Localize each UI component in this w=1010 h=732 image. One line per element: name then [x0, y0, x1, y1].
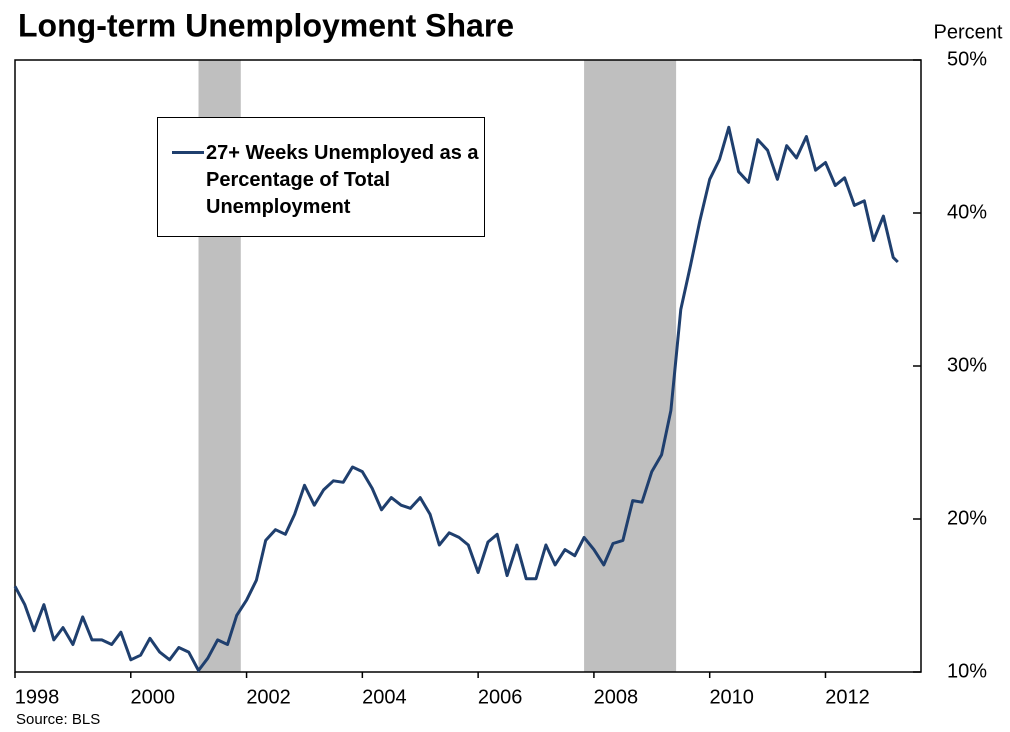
legend-swatch [172, 151, 204, 154]
y-tick-label: 20% [947, 507, 987, 529]
x-tick-label: 2010 [709, 686, 754, 708]
legend: 27+ Weeks Unemployed as a Percentage of … [157, 117, 485, 237]
legend-label: 27+ Weeks Unemployed as a Percentage of … [206, 142, 479, 218]
y-tick-label: 50% [947, 48, 987, 70]
x-tick-label: 2012 [825, 686, 870, 708]
recession-shade [584, 60, 677, 672]
y-tick-label: 30% [947, 354, 987, 376]
source-note: Source: BLS [16, 711, 100, 728]
y-tick-label: 10% [947, 660, 987, 682]
data-line [13, 125, 899, 672]
y-tick-label: 40% [947, 201, 987, 223]
x-tick-label: 2006 [478, 686, 523, 708]
x-tick-label: 2000 [131, 686, 176, 708]
x-tick-label: 2004 [362, 686, 407, 708]
x-tick-label: 2002 [246, 686, 291, 708]
x-tick-label: 1998 [15, 686, 60, 708]
chart-title: Long-term Unemployment Share [18, 7, 514, 43]
x-tick-label: 2008 [594, 686, 639, 708]
y-axis-label: Percent [934, 21, 1003, 43]
